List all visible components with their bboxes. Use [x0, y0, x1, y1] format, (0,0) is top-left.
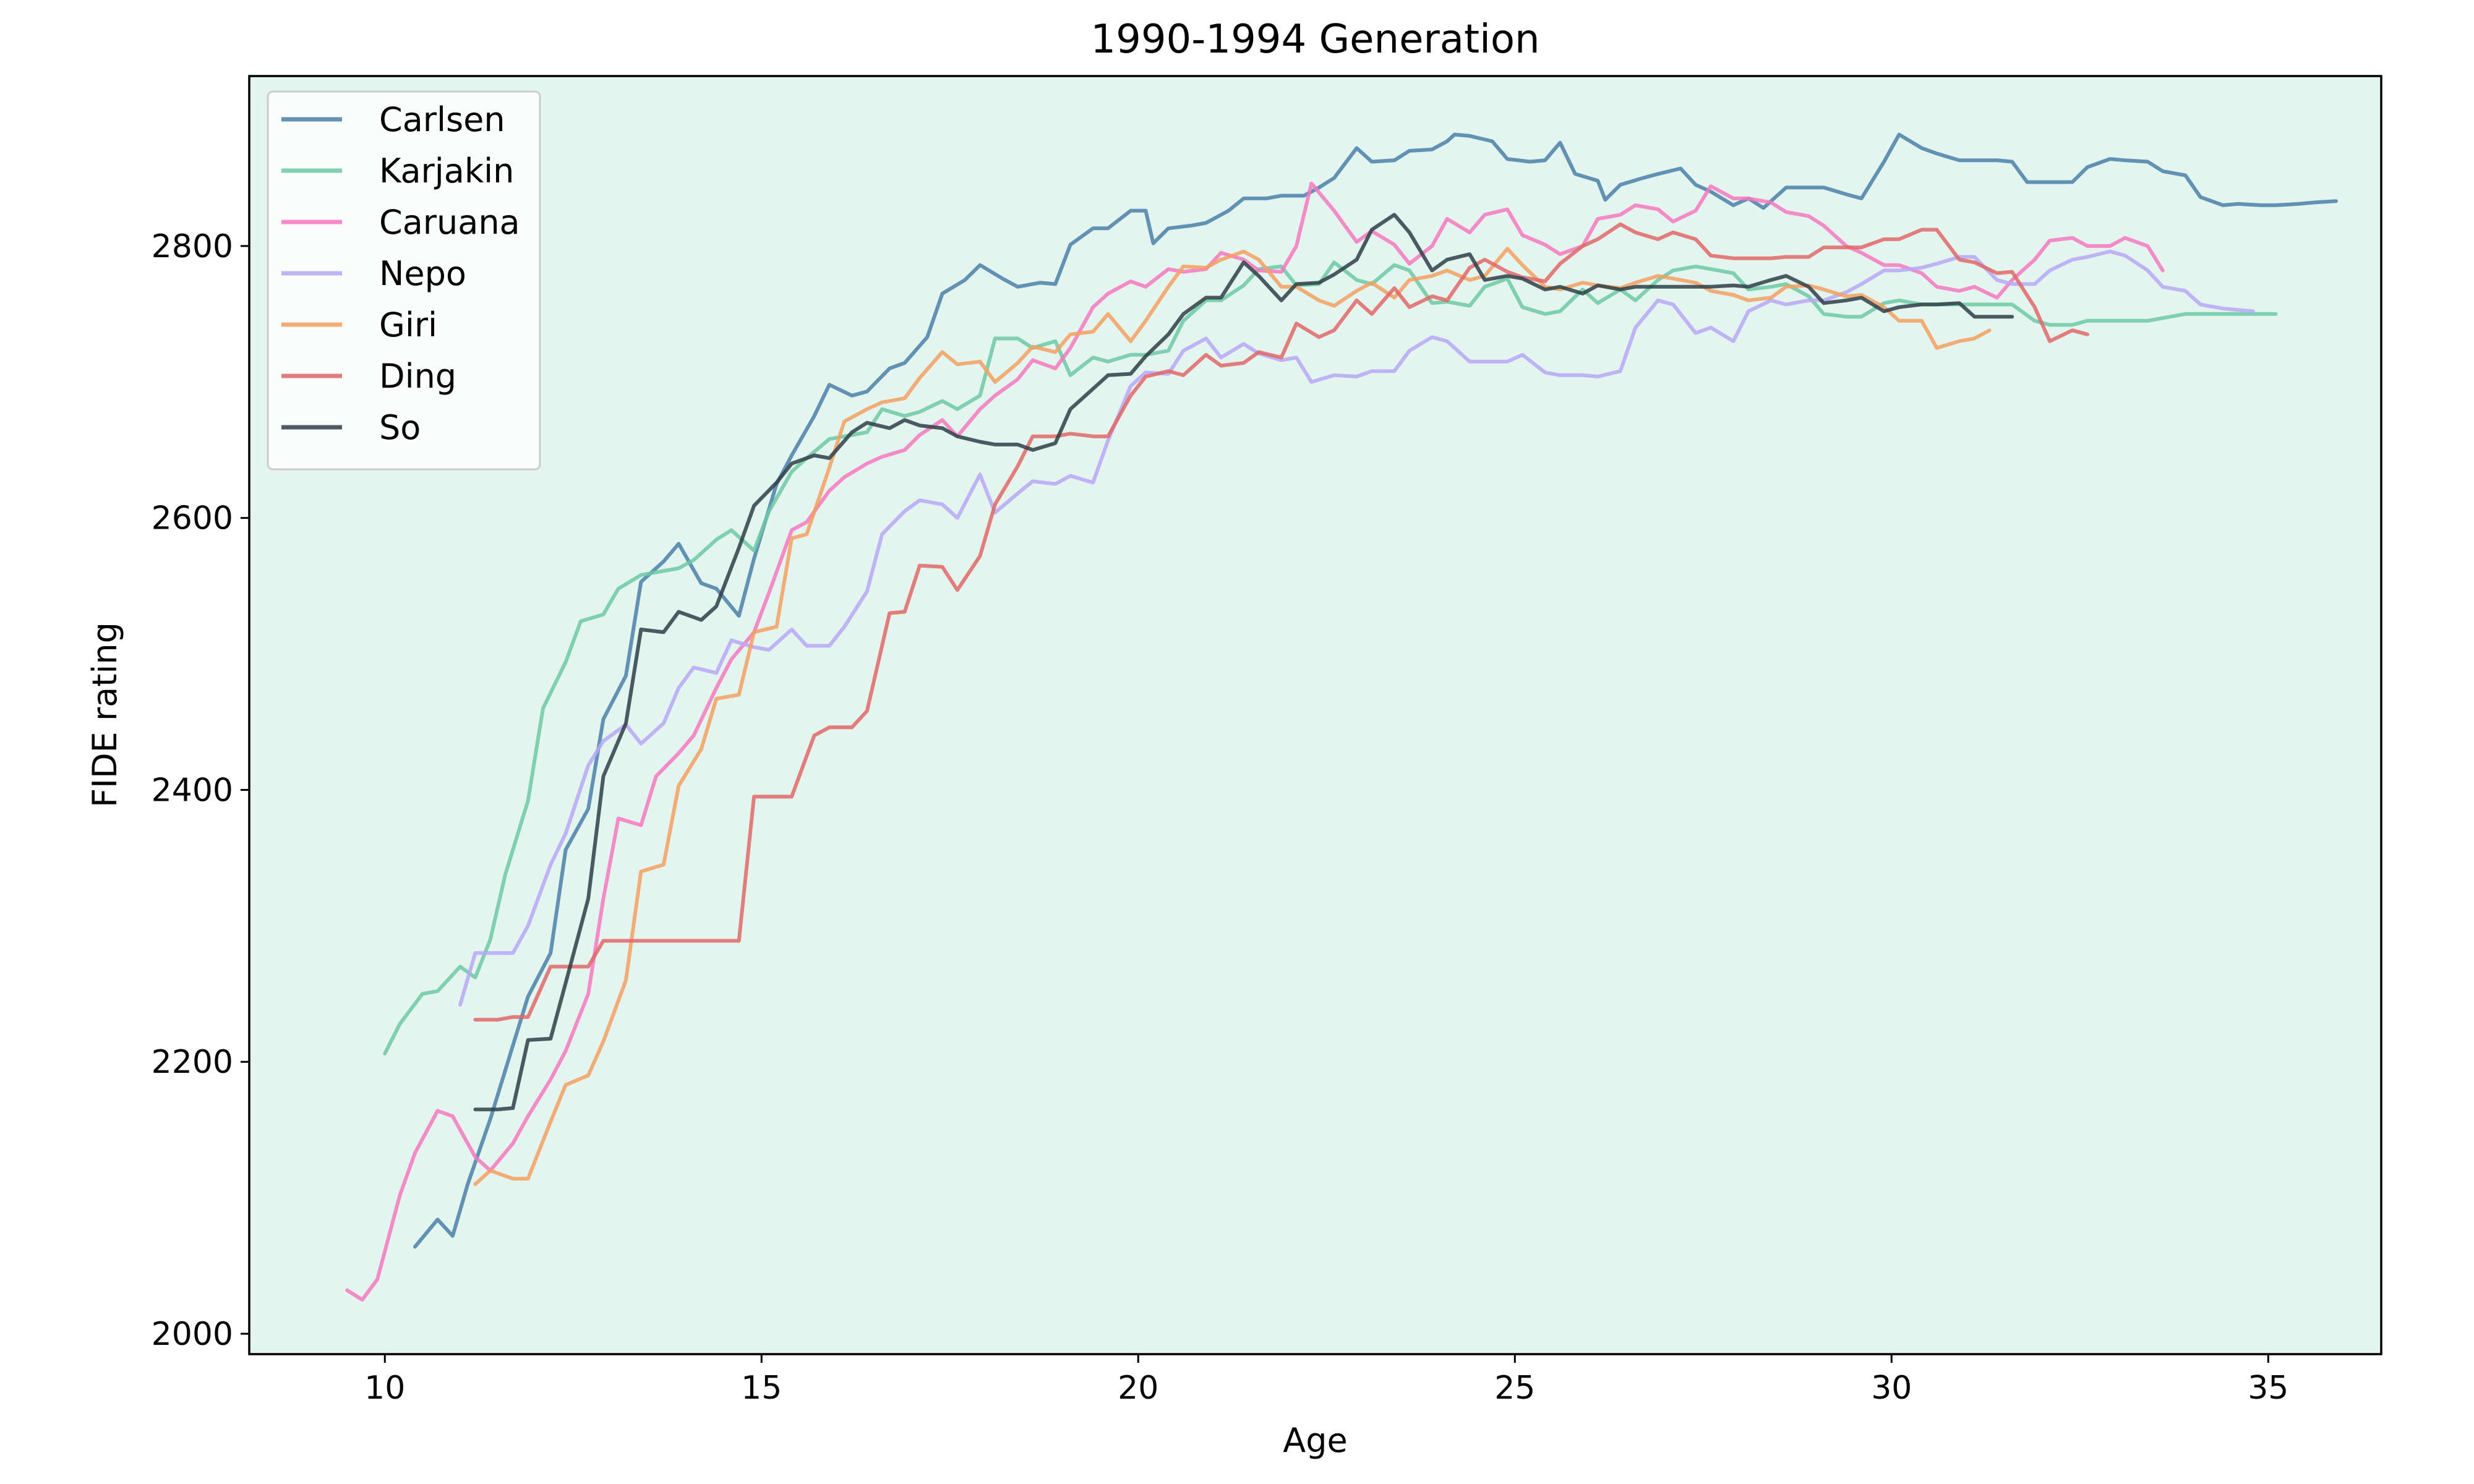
chart-title: 1990-1994 Generation: [1090, 17, 1539, 62]
series-line-carlsen: [413, 132, 2338, 1249]
x-tick-label: 30: [1871, 1370, 1912, 1407]
y-tick-label: 2400: [152, 772, 233, 809]
y-tick-label: 2000: [152, 1316, 233, 1353]
plot-frame: [248, 75, 2382, 1355]
x-axis: 10 15 20 25 30 35: [364, 1354, 2288, 1407]
legend-label-karjakin: Karjakin: [379, 151, 514, 190]
y-axis-label: FIDE rating: [85, 622, 124, 808]
legend-label-nepo: Nepo: [379, 254, 466, 293]
x-tick-label: 15: [741, 1370, 782, 1407]
series-line-ding: [473, 222, 2089, 1022]
series-line-giri: [473, 247, 1992, 1187]
y-tick-label: 2200: [152, 1044, 233, 1081]
x-tick-label: 10: [364, 1370, 405, 1407]
x-axis-label: Age: [1283, 1421, 1347, 1460]
legend-label-giri: Giri: [379, 305, 437, 344]
y-tick-label: 2600: [152, 500, 233, 537]
series-line-caruana: [345, 181, 2165, 1302]
x-tick-label: 35: [2248, 1370, 2288, 1407]
legend-label-ding: Ding: [379, 357, 456, 396]
legend-label-caruana: Caruana: [379, 203, 520, 242]
y-axis: 2000 2200 2400 2600 2800: [152, 228, 249, 1353]
y-tick-label: 2800: [152, 228, 233, 265]
legend: Carlsen Karjakin Caruana Nepo Giri Ding So: [267, 90, 541, 471]
legend-label-so: So: [379, 408, 421, 447]
x-tick-label: 20: [1118, 1370, 1158, 1407]
legend-label-carlsen: Carlsen: [379, 100, 505, 139]
series-layer: [345, 132, 2338, 1302]
plot-area: [249, 76, 2381, 1354]
x-tick-label: 25: [1494, 1370, 1535, 1407]
series-line-so: [473, 213, 2014, 1112]
